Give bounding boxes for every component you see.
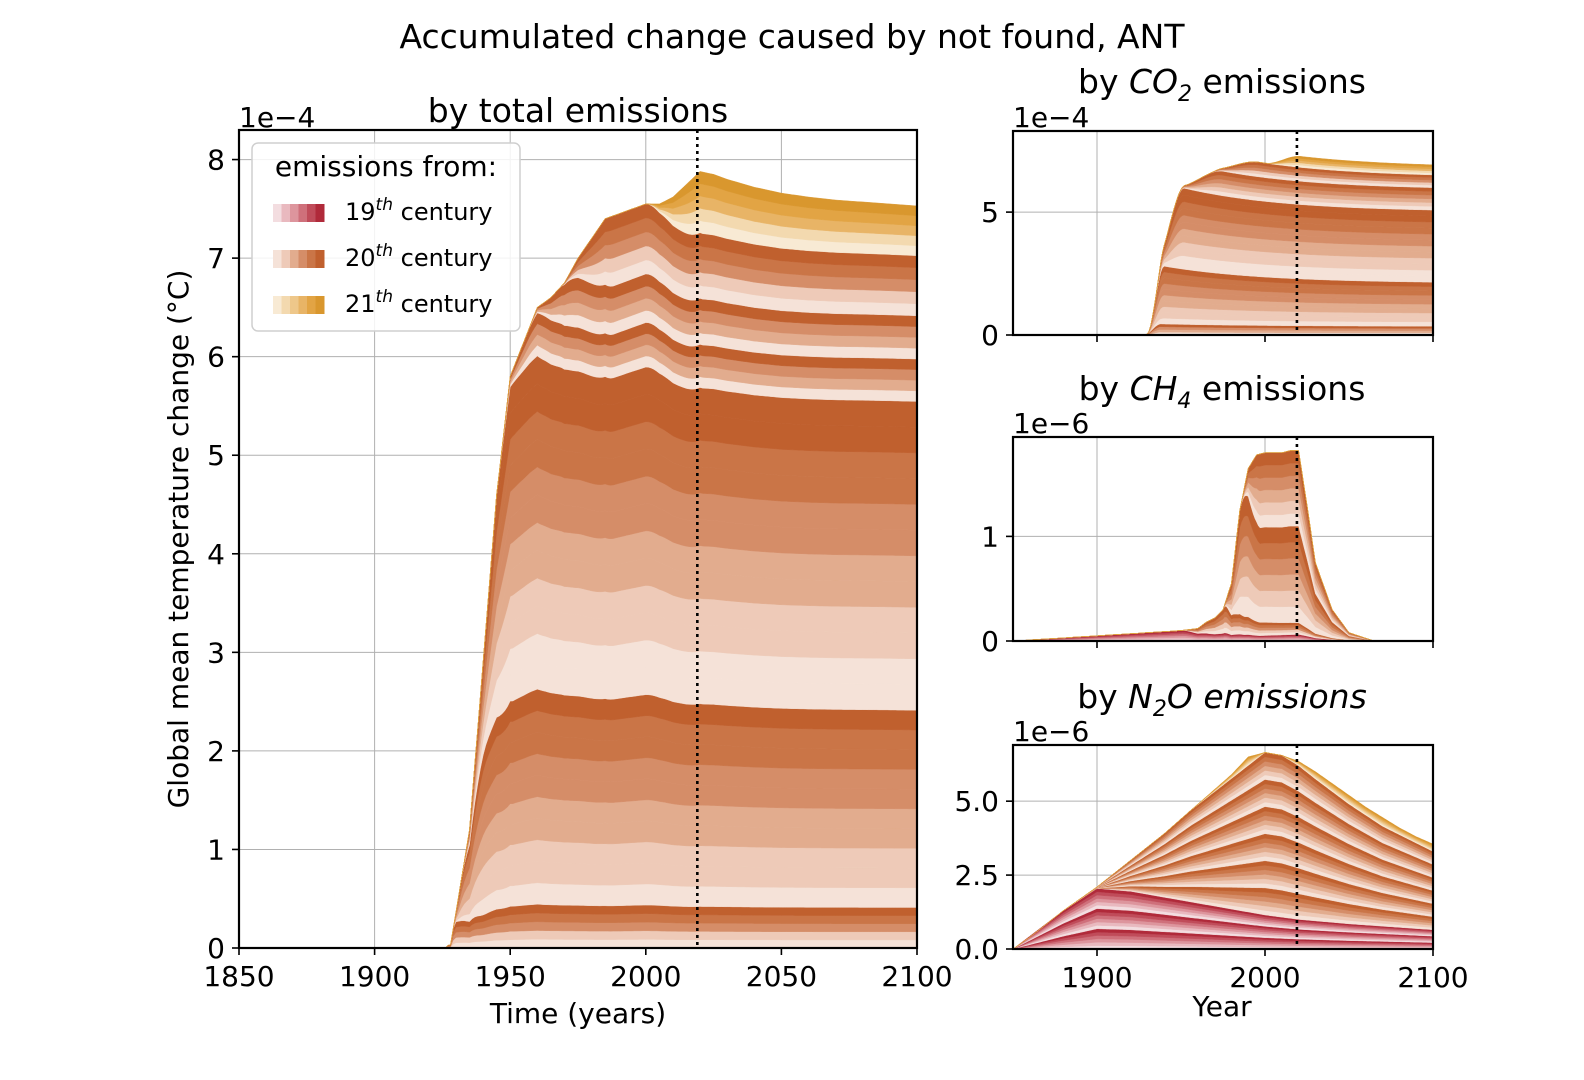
y-tick-label: 4 [207,538,225,571]
x-tick-label: 2100 [1397,961,1468,994]
axes-frame [237,128,919,950]
legend-label-superscript: th [376,287,393,307]
legend-label-text: century [393,198,493,226]
panel-title: by N2O emissions [1077,677,1367,722]
stacked-areas [1013,155,1434,336]
tick-labels: 01 [981,520,1434,658]
stacked-areas [1012,450,1433,642]
x-tick-label: 2100 [881,960,952,993]
legend-label-text: century [393,290,493,318]
legend-label: 19th century [345,195,493,226]
y-tick-label: 0 [981,625,999,658]
panel-title: by CH4 emissions [1079,369,1366,414]
axes-frame [1011,743,1435,951]
legend-swatch [273,250,282,268]
y-tick-label: 0.0 [954,933,999,966]
legend-label-number: 21 [345,290,376,318]
legend-box [251,142,521,332]
legend-label: 21th century [345,287,493,318]
legend-label-number: 19 [345,198,376,226]
x-tick-label: 1900 [1061,961,1132,994]
figure-suptitle: Accumulated change caused by not found, … [400,17,1186,56]
x-axis-label: Year [1191,990,1252,1023]
legend-swatch [281,250,291,268]
tick-labels: 1850 1900 1950 2000 2050 2100 0 1 2 3 4 5 6 7 8 [203,144,952,993]
axes-frame [1011,435,1435,643]
area-band [1012,450,1433,642]
y-tick-label: 0 [981,319,999,352]
x-tick-label: 2050 [746,960,817,993]
y-tick-label: 5 [981,196,999,229]
legend-swatch [307,250,316,268]
legend-swatch [298,250,308,268]
x-tick-label: 2000 [1229,961,1300,994]
legend-swatch [307,204,316,222]
y-tick-label: 1 [981,520,999,553]
offset-text: 1e−4 [239,101,315,134]
offset-text: 1e−6 [1013,715,1089,748]
y-tick-label: 0 [207,932,225,965]
legend-swatch [315,204,325,222]
area-band [239,939,918,949]
legend-title: emissions from: [275,150,497,183]
y-axis-label: Global mean temperature change (°C) [162,270,195,809]
tick-labels: 05 [981,196,1434,352]
y-tick-label: 2 [207,735,225,768]
legend-swatch [315,296,325,314]
legend-label: 20th century [345,241,493,272]
tick-labels: 1900 2000 2100 0.0 2.5 5.0 [954,785,1468,994]
legend-label-number: 20 [345,244,376,272]
legend-swatch [273,296,282,314]
legend-swatch [315,250,325,268]
panel-ch4-emissions: 01 by CH4 emissions 1e−6 [981,369,1435,658]
panel-total-emissions: 1850 1900 1950 2000 2050 2100 0 1 2 3 4 5 6 7 8 by tot… [162,91,953,1030]
legend-label-superscript: th [376,241,393,261]
stacked-areas [239,171,918,949]
offset-text: 1e−4 [1013,101,1089,134]
y-tick-label: 1 [207,833,225,866]
panel-title: by CO2 emissions [1078,62,1366,107]
x-tick-label: 2000 [610,960,681,993]
y-tick-label: 8 [207,144,225,177]
x-axis-label: Time (years) [489,997,666,1030]
panel-co2-emissions: 05 by CO2 emissions 1e−4 [981,62,1435,352]
legend-swatch [281,204,291,222]
y-tick-label: 2.5 [954,859,999,892]
panel-title: by total emissions [428,91,728,130]
y-tick-label: 7 [207,242,225,275]
panel-n2o-emissions: 1900 2000 2100 0.0 2.5 5.0 by N2O emissions 1… [954,677,1468,1023]
legend-swatch [290,204,299,222]
stacked-areas [1012,752,1434,950]
legend-label-text: century [393,244,493,272]
legend-swatch [273,204,282,222]
offset-text: 1e−6 [1013,407,1089,440]
x-tick-label: 1900 [339,960,410,993]
y-tick-label: 5 [207,439,225,472]
legend-swatch [307,296,316,314]
y-tick-label: 5.0 [954,785,999,818]
x-tick-label: 1850 [203,960,274,993]
legend-label-superscript: th [376,195,393,215]
axes-frame [1011,129,1435,337]
legend-swatch [290,296,299,314]
legend-swatch [298,204,308,222]
y-tick-label: 3 [207,636,225,669]
legend-swatch [281,296,291,314]
legend-swatch [298,296,308,314]
x-tick-label: 1950 [475,960,546,993]
legend-swatch [290,250,299,268]
y-tick-label: 6 [207,341,225,374]
